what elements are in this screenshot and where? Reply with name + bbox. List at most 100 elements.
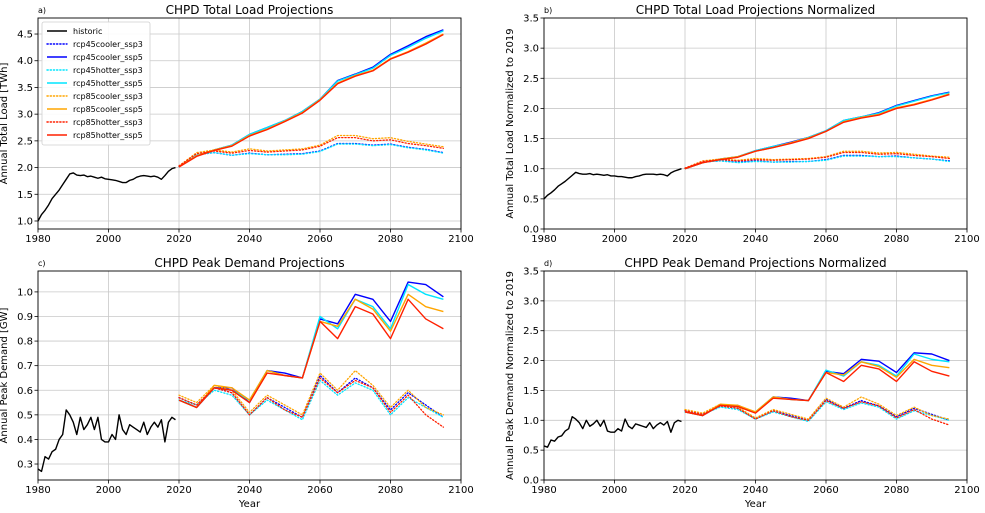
y-tick-label: 4.0 — [17, 56, 33, 67]
y-tick-label: 4.5 — [17, 30, 33, 41]
series-line-rcp85cooler_ssp3 — [684, 396, 951, 420]
series-line-rcp85hotter_ssp3 — [178, 137, 445, 167]
series-line-rcp85hotter_ssp5 — [684, 361, 950, 417]
y-tick-label: 1.5 — [523, 386, 539, 397]
y-tick-label: 2.0 — [17, 163, 33, 174]
panel-label: a) — [38, 6, 46, 15]
y-tick-label: 0.0 — [523, 476, 539, 487]
panel-3: 1980 2000 2020 2040 2060 2080 2100 0.0 0.5 1.0 1.5… — [505, 256, 980, 510]
series-line-rcp45hotter_ssp3 — [178, 379, 445, 421]
y-tick-label: 0.5 — [523, 194, 539, 205]
legend-label: rcp85cooler_ssp3 — [73, 92, 143, 101]
x-tick-label: 2000 — [602, 485, 627, 496]
y-tick-label: 2.0 — [523, 104, 539, 115]
x-axis-label: Year — [744, 499, 767, 510]
series-line-historic — [37, 409, 176, 473]
x-tick-label: 2060 — [813, 485, 838, 496]
x-tick-label: 2020 — [672, 234, 697, 245]
x-tick-label: 2000 — [96, 485, 121, 496]
x-tick-label: 2020 — [166, 485, 191, 496]
series-line-rcp85cooler_ssp3 — [178, 369, 445, 416]
x-tick-label: 1980 — [531, 234, 556, 245]
y-axis-label: Annual Peak Demand Normalized to 2019 — [505, 271, 516, 480]
x-tick-label: 2060 — [813, 234, 838, 245]
x-tick-label: 2060 — [307, 234, 332, 245]
x-tick-label: 2100 — [448, 234, 473, 245]
y-tick-label: 3.0 — [17, 110, 33, 121]
y-tick-label: 1.5 — [523, 134, 539, 145]
series-line-rcp85hotter_ssp5 — [178, 33, 444, 168]
y-tick-label: 3.5 — [17, 83, 33, 94]
y-tick-label: 1.0 — [523, 164, 539, 175]
chart-title: CHPD Peak Demand Projections — [154, 256, 344, 270]
x-tick-label: 2080 — [884, 485, 909, 496]
series-line-historic — [543, 416, 682, 448]
legend-label: rcp45hotter_ssp5 — [73, 79, 143, 88]
legend: historic rcp45cooler_ssp3 rcp45cooler_ssp5… — [41, 21, 151, 146]
x-tick-label: 1980 — [531, 485, 556, 496]
x-tick-label: 2060 — [307, 485, 332, 496]
series-line-rcp85hotter_ssp3 — [684, 151, 951, 169]
panel-0: 1980 2000 2020 2040 2060 2080 2100 1.0 1.5 2.0 2.5… — [0, 3, 474, 245]
legend-label: rcp45cooler_ssp3 — [73, 40, 143, 49]
series-line-rcp85hotter_ssp5 — [178, 298, 444, 409]
y-tick-label: 0.8 — [17, 337, 33, 348]
x-tick-label: 2000 — [602, 234, 627, 245]
x-tick-label: 2080 — [378, 485, 403, 496]
series-line-rcp45hotter_ssp3 — [684, 401, 951, 423]
series-line-rcp45cooler_ssp3 — [178, 374, 445, 418]
chart-title: CHPD Total Load Projections — [166, 3, 334, 17]
x-tick-label: 2100 — [954, 485, 979, 496]
legend-label: rcp85hotter_ssp3 — [73, 118, 143, 127]
y-tick-label: 2.0 — [523, 356, 539, 367]
y-tick-label: 0.9 — [17, 312, 33, 323]
x-tick-label: 2080 — [378, 234, 403, 245]
y-axis-label: Annual Peak Demand [GW] — [0, 307, 10, 443]
legend-label: rcp85hotter_ssp5 — [73, 131, 143, 140]
series-line-rcp85hotter_ssp5 — [684, 93, 950, 170]
x-tick-label: 2040 — [237, 234, 262, 245]
x-tick-label: 2040 — [743, 485, 768, 496]
legend-label: rcp85cooler_ssp5 — [73, 105, 143, 114]
y-tick-label: 2.5 — [523, 74, 539, 85]
series-line-rcp45hotter_ssp3 — [178, 143, 445, 168]
x-tick-label: 2020 — [166, 234, 191, 245]
y-tick-label: 0.7 — [17, 361, 33, 372]
panel-label: d) — [544, 259, 552, 268]
y-tick-label: 0.4 — [17, 435, 33, 446]
x-tick-label: 2020 — [672, 485, 697, 496]
x-tick-label: 2100 — [954, 234, 979, 245]
panel-label: b) — [544, 6, 552, 15]
y-tick-label: 1.5 — [17, 190, 33, 201]
y-tick-label: 0.5 — [17, 410, 33, 421]
y-tick-label: 3.5 — [523, 14, 539, 25]
series-line-historic — [37, 166, 176, 222]
y-tick-label: 2.5 — [523, 326, 539, 337]
series-line-rcp45hotter_ssp3 — [684, 155, 951, 169]
legend-label: rcp45hotter_ssp3 — [73, 66, 143, 75]
y-tick-label: 1.0 — [523, 416, 539, 427]
x-tick-label: 1980 — [25, 485, 50, 496]
x-tick-label: 2040 — [237, 485, 262, 496]
chart-title: CHPD Peak Demand Projections Normalized — [624, 256, 886, 270]
x-tick-label: 2000 — [96, 234, 121, 245]
series-line-rcp85hotter_ssp3 — [178, 377, 445, 428]
legend-frame — [41, 21, 151, 146]
legend-label: historic — [73, 27, 102, 36]
series-line-historic — [543, 168, 682, 200]
y-tick-label: 0.5 — [523, 446, 539, 457]
y-tick-label: 0.3 — [17, 460, 33, 471]
legend-label: rcp45cooler_ssp5 — [73, 53, 143, 62]
x-tick-label: 2040 — [743, 234, 768, 245]
y-tick-label: 0.0 — [523, 225, 539, 236]
panel-label: c) — [38, 259, 46, 268]
y-tick-label: 2.5 — [17, 136, 33, 147]
y-tick-label: 0.6 — [17, 386, 33, 397]
y-axis-label: Annual Total Load [TWh] — [0, 63, 10, 185]
panel-1: 1980 2000 2020 2040 2060 2080 2100 0.0 0.5 1.0 1.5… — [505, 3, 980, 245]
chart-title: CHPD Total Load Projections Normalized — [636, 3, 876, 17]
y-tick-label: 1.0 — [17, 287, 33, 298]
y-tick-label: 3.0 — [523, 44, 539, 55]
panel-2: 1980 2000 2020 2040 2060 2080 2100 0.3 0.4 0.5 0.6… — [0, 256, 474, 510]
